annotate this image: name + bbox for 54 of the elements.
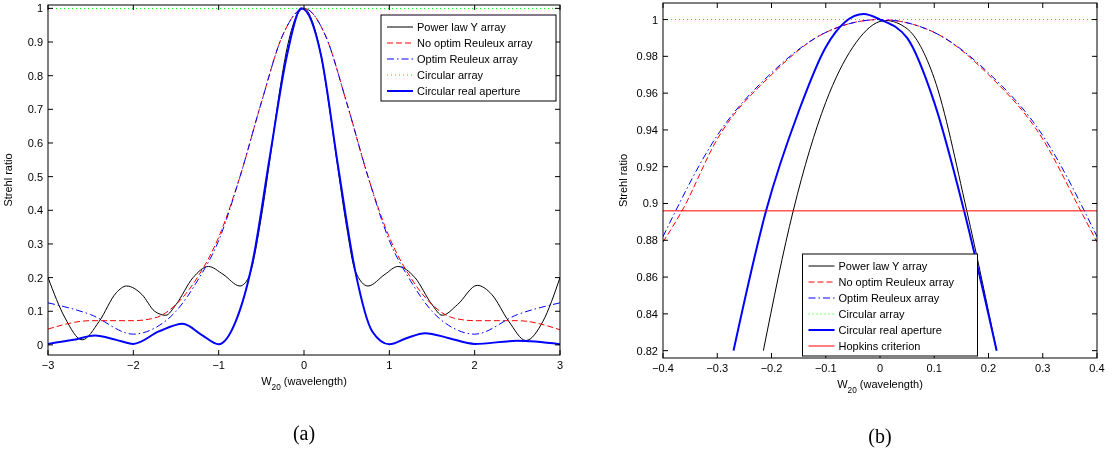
x-tick-label: −0.3 [706,362,729,374]
y-tick-label: 0.7 [27,103,43,116]
x-tick-label: 0 [300,359,308,371]
x-tick-label: −0.2 [760,362,783,374]
text: (b) [868,425,892,448]
y-tick-label: 0.6 [27,136,43,149]
legend-label: Circular array [838,308,906,320]
legend-label: Optim Reuleux array [838,292,940,304]
legend-label: Optim Reuleux array [417,53,519,65]
legend-label: Hopkins criterion [838,340,921,352]
y-tick-label: 0.3 [27,237,43,250]
legend-label: No optim Reuleux array [838,276,955,288]
y-axis-title: Strehl ratio [617,153,629,208]
y-tick-label: 0.9 [642,197,658,210]
y-tick-label: 0.5 [27,170,43,183]
y-tick-label: 0.8 [27,69,43,82]
x-tick-label: 3 [556,359,564,371]
y-tick-label: 0.88 [636,234,658,247]
x-tick-label: 0 [876,362,884,374]
legend-label: Circular real aperture [417,85,521,97]
x-tick-label: 0.1 [926,362,942,374]
y-tick-label: 0.94 [636,123,658,136]
x-tick-label: 0.3 [1035,362,1051,374]
legend-label: Power law Y array [417,21,507,33]
x-tick-label: 0.2 [980,362,997,374]
x-tick-label: 0.4 [1089,362,1105,374]
y-tick-label: 0.96 [636,87,658,100]
x-tick-label: 2 [471,359,478,371]
legend-label: Circular real aperture [838,324,942,336]
y-tick-label: 0.4 [27,204,43,217]
y-tick-label: 1 [651,13,658,26]
y-tick-label: 0.98 [636,50,658,63]
x-tick-label: −0.1 [814,362,837,374]
y-axis-title: Strehl ratio [2,153,14,207]
y-tick-label: 0.92 [636,160,658,173]
legend-label: Power law Y array [838,260,928,272]
x-axis-title: W$_{20}$ (wavelength) [261,375,347,392]
y-tick-label: 0.82 [636,344,658,357]
y-tick-label: 0.86 [636,271,658,284]
y-tick-label: 0.2 [27,271,43,284]
x-tick-label: −0.4 [652,362,674,374]
legend-label: No optim Reuleux array [417,37,534,49]
x-tick-label: −1 [212,359,225,371]
x-tick-label: −3 [41,359,55,371]
x-tick-label: 1 [386,359,393,371]
y-tick-label: 1 [36,2,43,15]
y-tick-label: 0.1 [27,305,43,318]
x-tick-label: −2 [127,359,140,371]
text: (a) [292,422,316,445]
legend-label: Circular array [417,69,484,81]
y-tick-label: 0 [36,338,43,351]
x-axis-title: W$_{20}$ (wavelength) [837,378,923,395]
y-tick-label: 0.84 [636,307,658,320]
y-tick-label: 0.9 [27,36,43,49]
